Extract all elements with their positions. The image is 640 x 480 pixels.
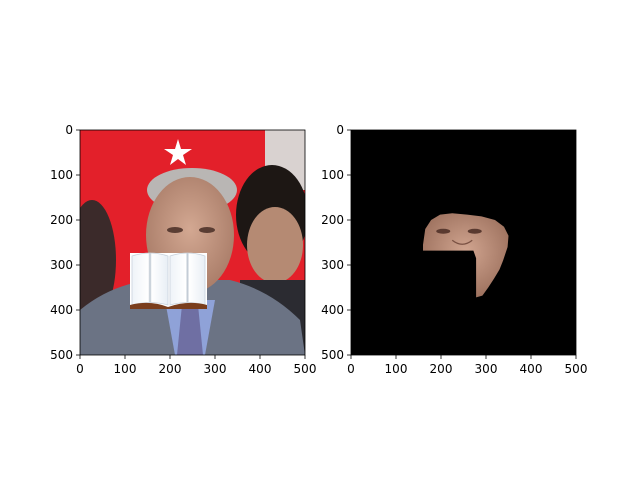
left-x-tick-label: 500 [294,362,317,376]
left-y-tick-label: 400 [50,303,73,317]
mask-image [351,130,576,355]
left-x-axis: 0 100 200 300 400 500 [76,355,316,376]
right-y-tick-label: 300 [321,258,344,272]
flag-star [164,139,192,165]
right-y-tick-label: 200 [321,213,344,227]
face-mask-region [423,213,509,298]
mask-nose [451,239,473,245]
right-y-tick-label: 100 [321,168,344,182]
right-y-axis: 0 100 200 300 400 500 [321,123,351,362]
left-axes-frame [79,129,306,356]
mask-facial-features [436,228,482,245]
left-x-tick-label: 200 [159,362,182,376]
left-y-tick-label: 500 [50,348,73,362]
photo-image [80,130,305,355]
right-x-tick-label: 500 [565,362,588,376]
left-y-tick-label: 200 [50,213,73,227]
tie [177,305,203,355]
left-y-tick-label: 100 [50,168,73,182]
right-x-tick-label: 100 [385,362,408,376]
right-y-tick-label: 400 [321,303,344,317]
left-y-tick-label: 0 [65,123,73,137]
right-y-tick-label: 0 [336,123,344,137]
left-image-panel: 0 100 200 300 400 500 0 100 200 300 400 500 [50,123,316,376]
background-person-face [247,207,303,283]
left-y-axis: 0 100 200 300 400 500 [50,123,80,362]
right-axes-frame [350,129,577,356]
right-x-tick-label: 0 [347,362,355,376]
right-image-panel: 0 100 200 300 400 500 0 100 200 300 400 500 [321,123,587,376]
left-y-tick-label: 300 [50,258,73,272]
mask-eye [467,228,482,234]
left-x-tick-label: 0 [76,362,84,376]
right-x-tick-label: 300 [475,362,498,376]
right-x-tick-label: 200 [430,362,453,376]
mask-eye [436,228,451,234]
left-x-tick-label: 300 [204,362,227,376]
left-x-tick-label: 400 [249,362,272,376]
right-x-axis: 0 100 200 300 400 500 [347,355,587,376]
left-x-tick-label: 100 [114,362,137,376]
right-y-tick-label: 500 [321,348,344,362]
right-x-tick-label: 400 [520,362,543,376]
open-book-icon [130,252,207,309]
